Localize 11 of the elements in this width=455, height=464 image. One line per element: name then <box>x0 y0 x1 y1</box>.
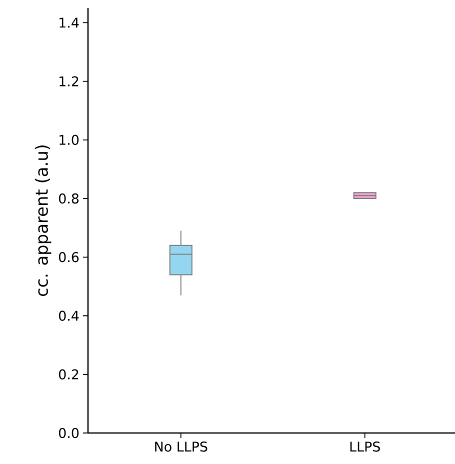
y-tick-label: 0.4 <box>58 310 79 321</box>
y-axis-title: cc. apparent (a.u) <box>34 145 52 296</box>
x-tick-label: LLPS <box>350 442 380 452</box>
y-tick-label: 0.8 <box>58 193 79 204</box>
y-tick-label: 0.0 <box>58 428 79 438</box>
y-tick-label: 0.2 <box>58 369 78 380</box>
y-tick-label: 1.0 <box>60 134 79 145</box>
y-tick-label: 1.4 <box>60 18 79 28</box>
x-tick-label: No LLPS <box>155 442 208 452</box>
y-tick-label: 0.6 <box>58 252 79 262</box>
y-tick-label: 1.2 <box>60 76 78 86</box>
